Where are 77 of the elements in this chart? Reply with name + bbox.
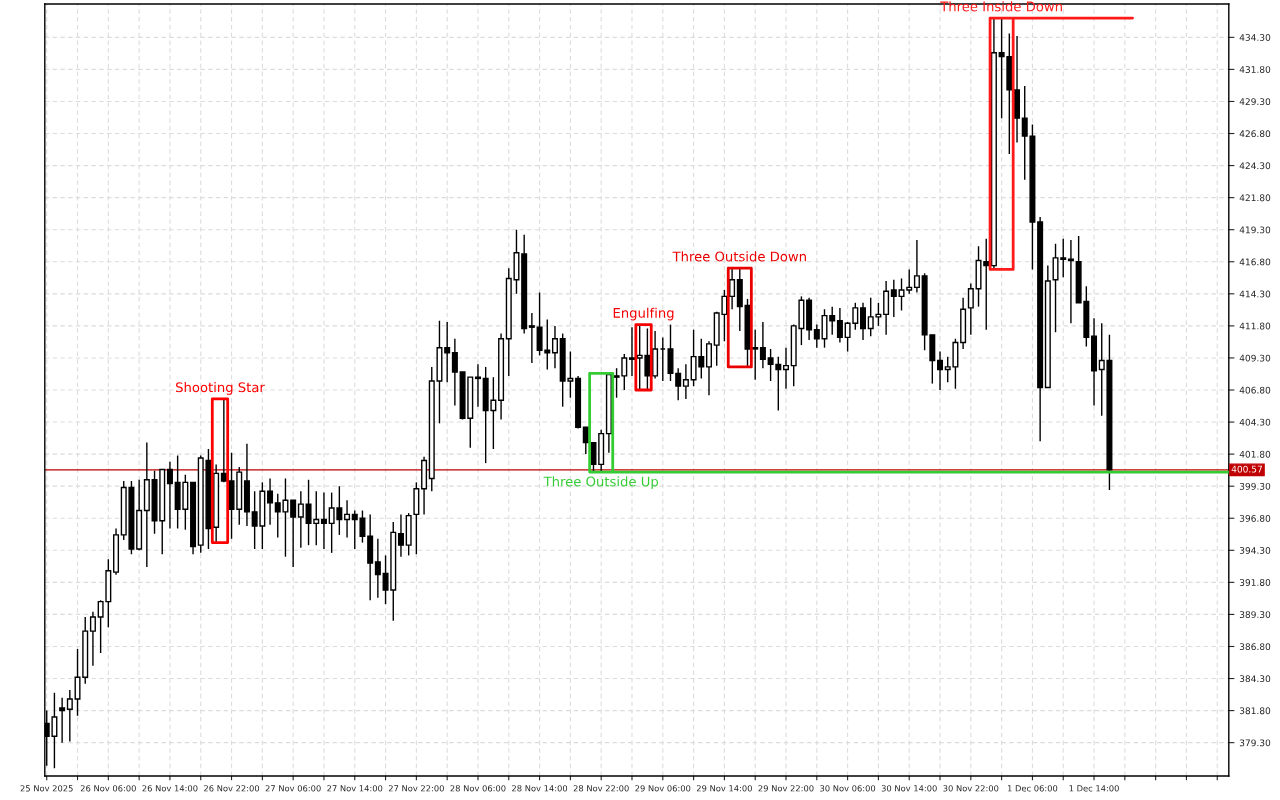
x-tick-label: 27 Nov 06:00	[265, 785, 321, 792]
x-tick-label: 28 Nov 14:00	[512, 785, 568, 792]
candlestick	[759, 321, 766, 369]
candlestick	[913, 239, 920, 294]
x-tick-label: 29 Nov 06:00	[635, 785, 691, 792]
y-tick-label: 416.80	[1239, 258, 1271, 266]
annotation: Three Outside Up	[543, 476, 659, 490]
candlestick	[474, 363, 481, 408]
candlestick	[451, 338, 458, 407]
x-tick-label: 30 Nov 06:00	[820, 785, 876, 792]
y-tick-label: 399.30	[1239, 482, 1271, 490]
y-tick-label: 426.80	[1239, 130, 1271, 138]
candlestick	[444, 321, 451, 384]
candlestick	[166, 461, 173, 530]
candlestick	[682, 363, 689, 400]
candlestick	[890, 279, 897, 318]
x-tick-label: 25 Nov 2025	[20, 785, 73, 792]
candlestick	[397, 513, 404, 558]
y-tick-label: 384.30	[1239, 675, 1271, 683]
y-tick-label: 406.80	[1239, 386, 1271, 394]
candlestick	[267, 477, 274, 526]
x-tick-label: 30 Nov 22:00	[943, 785, 999, 792]
y-tick-label: 424.30	[1239, 162, 1271, 170]
candlestick	[551, 325, 558, 369]
y-tick-label: 411.80	[1239, 322, 1271, 330]
y-tick-label: 409.30	[1239, 354, 1271, 362]
annotation: Three Outside Down	[672, 251, 806, 262]
candlestick	[89, 611, 96, 667]
candlestick	[290, 499, 297, 568]
candlestick	[937, 350, 944, 391]
candlestick	[59, 697, 66, 744]
y-tick-label: 414.30	[1239, 290, 1271, 298]
x-tick-label: 26 Nov 06:00	[80, 785, 136, 792]
y-tick-label: 419.30	[1239, 226, 1271, 234]
annotation: Engulfing	[613, 307, 674, 321]
x-tick-label: 28 Nov 22:00	[573, 785, 629, 792]
y-tick-label: 401.80	[1239, 450, 1271, 458]
ref-line-label: 400.57	[1231, 465, 1262, 473]
candlestick	[813, 323, 820, 349]
candlestick	[836, 307, 843, 344]
y-tick-label: 431.80	[1239, 66, 1271, 73]
x-tick-label: 1 Dec 14:00	[1069, 785, 1119, 792]
candlestick	[967, 282, 974, 336]
y-tick-label: 381.80	[1239, 707, 1271, 715]
candlestick	[705, 340, 713, 396]
x-tick-label: 28 Nov 06:00	[450, 785, 506, 792]
x-tick-label: 29 Nov 22:00	[758, 785, 814, 792]
candlestick	[752, 329, 759, 381]
x-tick-label: 29 Nov 14:00	[696, 785, 752, 792]
candlestick	[675, 367, 682, 401]
candlestick	[374, 538, 381, 599]
y-tick-label: 396.80	[1239, 514, 1271, 522]
x-tick-label: 26 Nov 14:00	[142, 785, 198, 792]
candlestick	[297, 490, 304, 549]
y-tick-label: 394.30	[1239, 547, 1271, 554]
candlestick	[628, 326, 635, 377]
x-tick-label: 26 Nov 22:00	[204, 785, 260, 792]
y-tick-label: 386.80	[1239, 643, 1271, 651]
candlestick	[344, 499, 351, 539]
x-tick-label: 27 Nov 22:00	[388, 785, 444, 792]
x-tick-label: 30 Nov 14:00	[881, 785, 937, 792]
candlestick	[66, 689, 73, 743]
y-tick-label: 434.30	[1239, 34, 1271, 41]
annotation: Shooting Star	[176, 382, 265, 395]
y-tick-label: 404.30	[1239, 418, 1271, 426]
y-tick-label: 379.30	[1239, 739, 1271, 747]
y-tick-label: 389.30	[1239, 611, 1271, 618]
x-tick-label: 1 Dec 06:00	[1007, 785, 1058, 792]
candlestick	[320, 491, 327, 550]
y-tick-label: 421.80	[1239, 194, 1271, 202]
candlestick	[782, 346, 790, 390]
candlestick	[860, 302, 867, 341]
candlestick	[883, 280, 890, 336]
candlestick	[528, 312, 535, 364]
x-tick-label: 27 Nov 14:00	[327, 785, 383, 792]
y-tick-label: 391.80	[1239, 579, 1271, 586]
y-tick-label: 429.30	[1239, 98, 1271, 106]
